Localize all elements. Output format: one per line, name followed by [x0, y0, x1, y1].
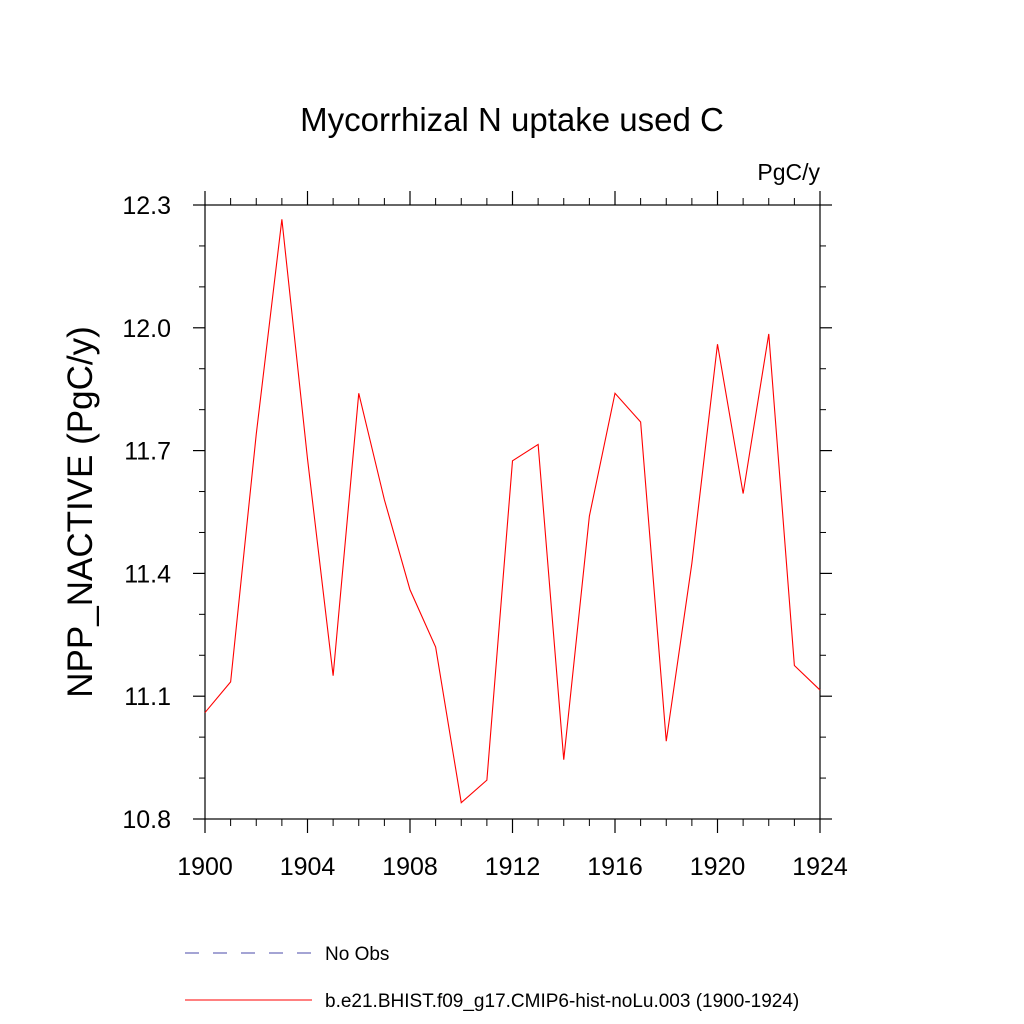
legend: No Obs b.e21.BHIST.f09_g17.CMIP6-hist-noL… [185, 944, 799, 1012]
legend-label: b.e21.BHIST.f09_g17.CMIP6-hist-noLu.003 … [325, 991, 799, 1012]
axis-ticks: 10.8 11.1 11.4 11.7 12.0 12.3 1900 1904 1908 1912… [122, 191, 848, 881]
y-tick-label: 10.8 [122, 806, 171, 834]
x-tick-label: 1904 [280, 853, 336, 881]
y-tick-label: 12.3 [122, 192, 171, 220]
x-tick-label: 1900 [177, 853, 233, 881]
plot-frame [204, 204, 821, 820]
y-axis-label: NPP_NACTIVE (PgC/y) [61, 326, 100, 697]
y-tick-label: 11.4 [124, 560, 171, 588]
x-tick-label: 1912 [485, 853, 541, 881]
legend-label: No Obs [325, 944, 389, 965]
x-tick-label: 1916 [587, 853, 643, 881]
y-tick-label: 11.1 [124, 683, 171, 711]
units-label: PgC/y [757, 159, 820, 185]
chart-title: Mycorrhizal N uptake used C [300, 101, 724, 138]
x-tick-label: 1924 [792, 853, 848, 881]
x-tick-label: 1920 [690, 853, 746, 881]
series-line [204, 219, 821, 804]
x-tick-label: 1908 [382, 853, 438, 881]
series-layer [204, 219, 821, 804]
y-tick-label: 11.7 [124, 438, 171, 466]
y-tick-label: 12.0 [122, 315, 171, 343]
